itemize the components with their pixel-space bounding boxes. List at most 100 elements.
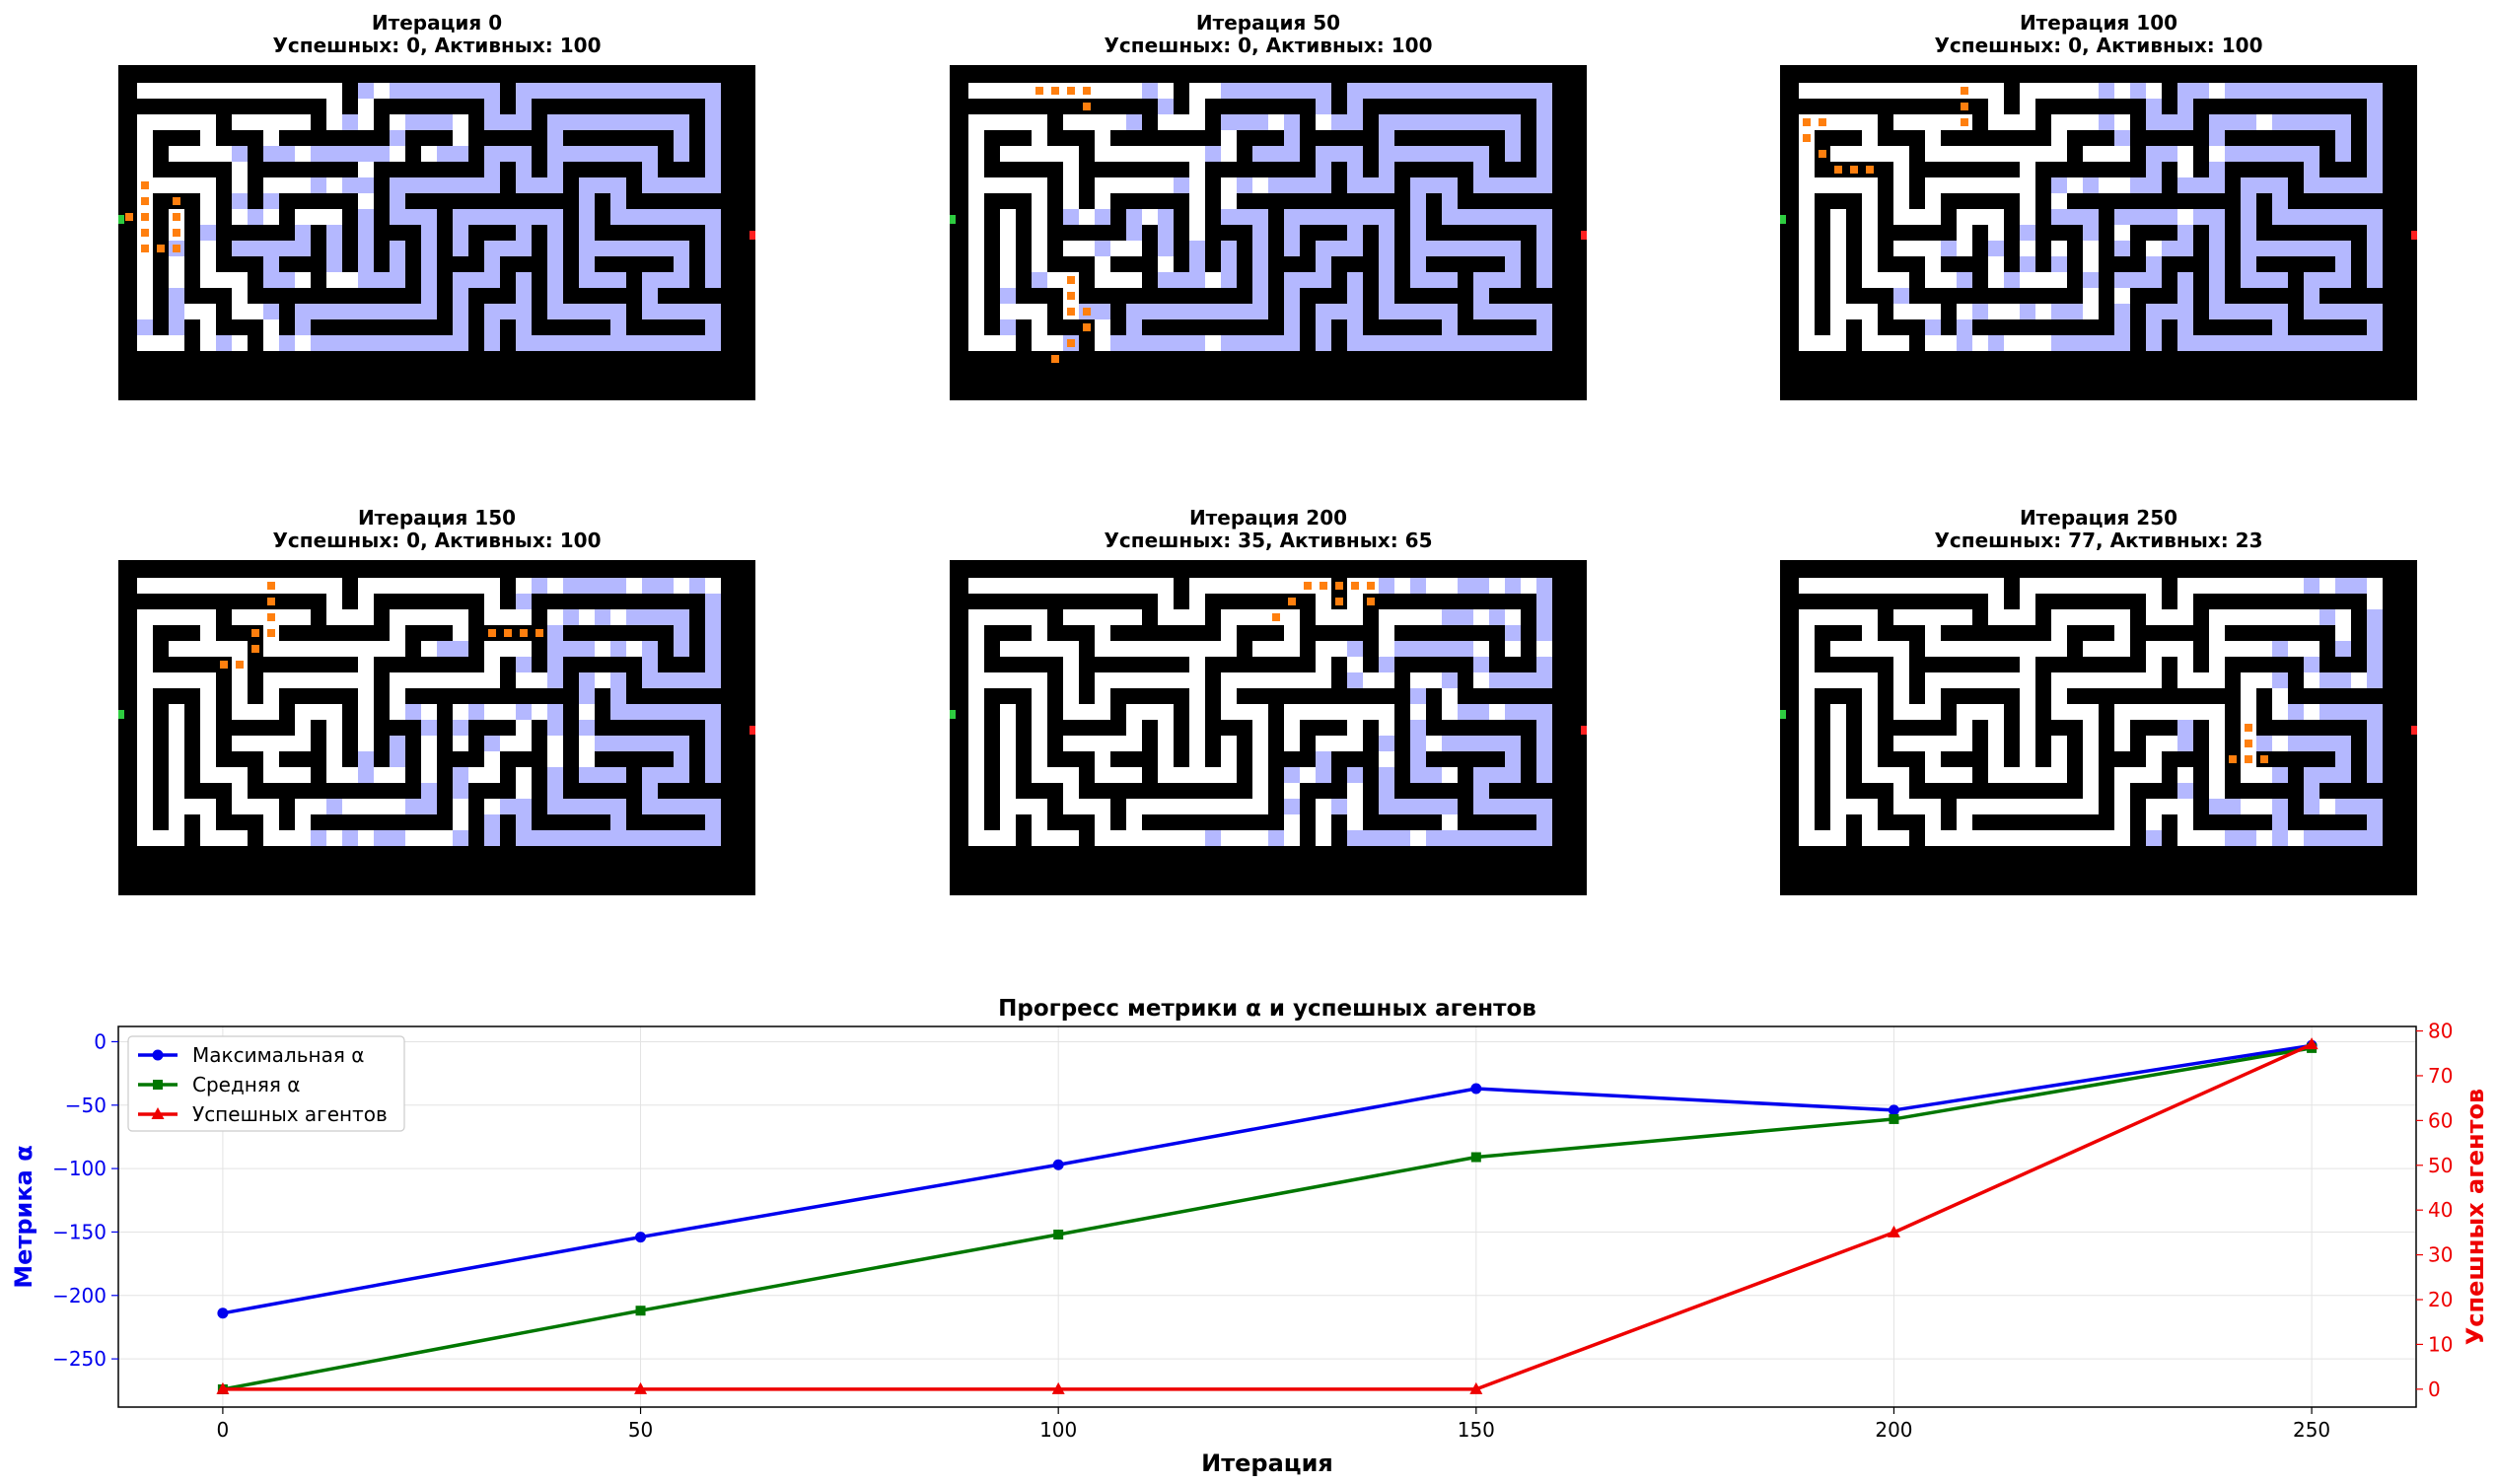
maze-cell — [437, 83, 453, 99]
maze-cell — [1830, 146, 1846, 162]
maze-cell — [2146, 578, 2162, 594]
maze-cell — [1442, 704, 1458, 720]
maze-cell — [2083, 256, 2099, 272]
maze-cell — [1799, 641, 1815, 657]
maze-cell — [1126, 146, 1142, 162]
maze-cell — [1941, 641, 1957, 657]
maze-cell — [1925, 609, 1941, 625]
maze-cell — [200, 272, 216, 288]
maze-cell — [169, 641, 184, 657]
maze-cell — [1158, 720, 1174, 736]
maze-cell — [1000, 641, 1016, 657]
maze-cell — [2114, 814, 2130, 830]
maze-cell — [1536, 704, 1552, 720]
maze-cell — [642, 578, 658, 594]
maze-cell — [358, 256, 374, 272]
maze-cell — [1799, 814, 1815, 830]
maze-cell — [2272, 241, 2288, 256]
maze-cell — [2209, 130, 2225, 146]
maze-cell — [1379, 335, 1394, 351]
maze-cell — [547, 146, 563, 162]
maze-cell — [295, 736, 311, 751]
maze-cell — [390, 672, 405, 688]
maze-cell — [2225, 335, 2241, 351]
maze-cell — [1252, 83, 1268, 99]
maze-cell — [453, 767, 468, 783]
maze-cell — [1158, 704, 1174, 720]
maze-cell — [658, 609, 674, 625]
maze-cell — [1252, 146, 1268, 162]
maze-cell — [421, 751, 437, 767]
agent-cell — [1083, 87, 1091, 95]
maze-cell — [1379, 272, 1394, 288]
maze-cell — [1410, 641, 1426, 657]
maze-cell — [453, 814, 468, 830]
maze-cell — [1862, 256, 1878, 272]
maze-cell — [263, 736, 279, 751]
maze-cell — [2367, 241, 2383, 256]
maze-cell — [1095, 799, 1110, 814]
right-y-tick-label: 40 — [2428, 1198, 2453, 1222]
maze-cell — [1268, 578, 1284, 594]
start-marker — [118, 215, 124, 224]
maze-cell — [1174, 641, 1189, 657]
maze-cell — [2351, 704, 2367, 720]
maze-cell — [1016, 609, 1032, 625]
maze-cell — [1032, 625, 1047, 641]
maze-cell — [1426, 578, 1442, 594]
maze-cell — [2367, 83, 2383, 99]
maze-cell — [1458, 209, 1473, 225]
maze-cell — [1442, 83, 1458, 99]
maze-cell — [1988, 304, 2004, 319]
maze-cell — [1110, 335, 1126, 351]
maze-cell — [1174, 335, 1189, 351]
maze-cell — [390, 767, 405, 783]
agent-cell — [141, 229, 149, 237]
maze-cell — [1957, 319, 1972, 335]
maze-cell — [547, 625, 563, 641]
agent-cell — [1866, 166, 1874, 174]
maze-cell — [1189, 193, 1205, 209]
maze-cell — [2051, 256, 2067, 272]
agent-cell — [1067, 308, 1075, 316]
maze-cell — [1521, 177, 1536, 193]
agent-cell — [267, 613, 275, 621]
maze-cell — [547, 783, 563, 799]
maze-cell — [2177, 672, 2193, 688]
maze-cell — [2035, 272, 2051, 288]
maze-cell — [2193, 177, 2209, 193]
maze-cell — [2241, 704, 2256, 720]
maze-cell — [1158, 799, 1174, 814]
maze-cell — [2367, 799, 2383, 814]
maze-cell — [137, 767, 153, 783]
maze-cell — [1988, 751, 2004, 767]
maze-cell — [1347, 783, 1363, 799]
maze-cell — [1925, 130, 1941, 146]
maze-cell — [2177, 657, 2193, 672]
maze-cell — [658, 83, 674, 99]
maze-cell — [1126, 641, 1142, 657]
maze-cell — [1394, 578, 1410, 594]
maze-cell — [1347, 720, 1363, 736]
maze-cell — [2367, 736, 2383, 751]
maze-cell — [1063, 830, 1079, 846]
maze-cell — [1284, 799, 1300, 814]
maze-cell — [326, 209, 342, 225]
maze-cell — [1347, 594, 1363, 609]
maze-cell — [279, 767, 295, 783]
maze-cell — [642, 241, 658, 256]
maze-cell — [1442, 193, 1458, 209]
maze-cell — [2209, 241, 2225, 256]
maze-cell — [342, 799, 358, 814]
maze-cell — [1032, 578, 1047, 594]
maze-cell — [1016, 578, 1032, 594]
maze-cell — [1410, 83, 1426, 99]
maze-cell — [2051, 83, 2067, 99]
maze-cell — [1536, 657, 1552, 672]
maze-cell — [1268, 114, 1284, 130]
maze-cell — [626, 241, 642, 256]
maze-cell — [453, 625, 468, 641]
maze-cell — [2351, 335, 2367, 351]
maze-cell — [2304, 578, 2319, 594]
maze-cell — [2351, 209, 2367, 225]
